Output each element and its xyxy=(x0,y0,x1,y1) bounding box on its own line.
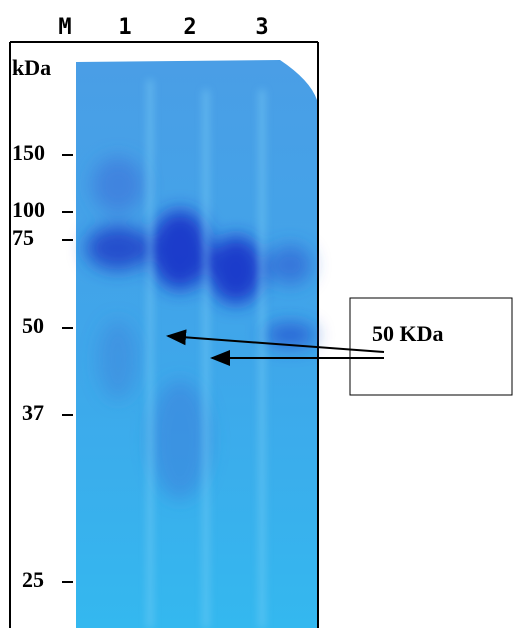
unit-label: kDa xyxy=(12,55,51,80)
gel-image xyxy=(76,60,317,628)
marker-label: 37 xyxy=(22,400,44,425)
marker-label: 25 xyxy=(22,567,44,592)
marker-label: 100 xyxy=(12,197,45,222)
marker-ticks xyxy=(62,154,73,583)
annotation-box xyxy=(349,297,513,396)
marker-label: 150 xyxy=(12,140,45,165)
marker-label: 75 xyxy=(12,225,34,250)
lane-label: 1 xyxy=(118,15,131,40)
marker-label: 50 xyxy=(22,313,44,338)
arrow xyxy=(166,329,385,353)
annotation-text: 50 KDa xyxy=(372,321,444,346)
lane-label: 3 xyxy=(255,15,268,40)
lane-label: 2 xyxy=(183,15,196,40)
lane-label: M xyxy=(58,15,71,40)
